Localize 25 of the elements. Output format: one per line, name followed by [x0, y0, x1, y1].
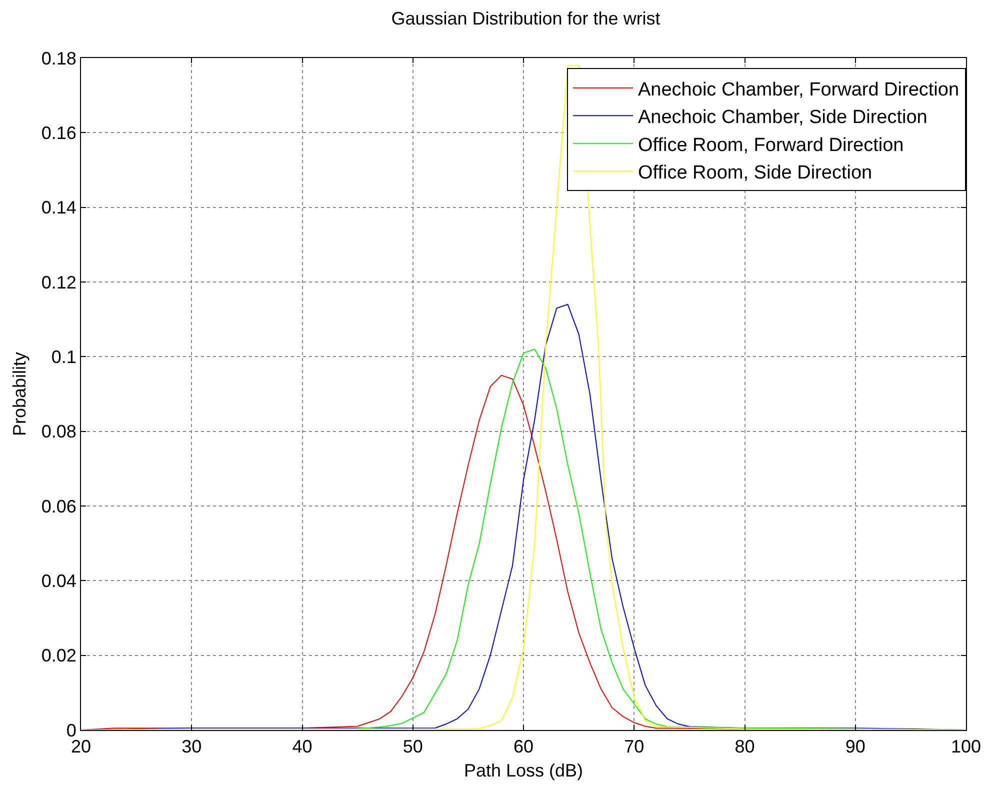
- x-tick-label: 80: [734, 736, 755, 757]
- y-tick-label: 0.02: [41, 646, 76, 666]
- y-tick-label: 0.18: [41, 48, 76, 68]
- legend-label: Office Room, Side Direction: [638, 162, 872, 184]
- line-series: [81, 64, 966, 730]
- legend-label: Office Room, Forward Direction: [638, 134, 904, 156]
- legend-label: Anechoic Chamber, Side Direction: [638, 107, 928, 128]
- legend-label: Anechoic Chamber, Forward Direction: [638, 79, 960, 100]
- x-tick-label: 70: [624, 736, 644, 757]
- y-tick-label: 0.04: [41, 570, 76, 591]
- x-tick-label: 100: [950, 736, 982, 757]
- x-tick-label: 30: [182, 736, 202, 757]
- x-tick-label: 90: [845, 736, 866, 757]
- y-tick-label: 0.12: [41, 272, 76, 292]
- y-axis-title: Probability: [10, 352, 30, 436]
- x-tick-label: 60: [513, 736, 534, 757]
- chart-title: Gaussian Distribution for the wrist: [391, 8, 660, 29]
- y-tick-label: 0.1: [51, 346, 76, 367]
- x-tick-label: 50: [402, 736, 423, 757]
- y-tick-label: 0.16: [41, 122, 76, 143]
- x-axis-title: Path Loss (dB): [464, 760, 584, 781]
- y-tick-label: 0.06: [41, 496, 76, 516]
- x-tick-label: 40: [292, 736, 312, 757]
- y-tick-label: 0.08: [41, 422, 76, 442]
- y-tick-label: 0.14: [41, 198, 76, 218]
